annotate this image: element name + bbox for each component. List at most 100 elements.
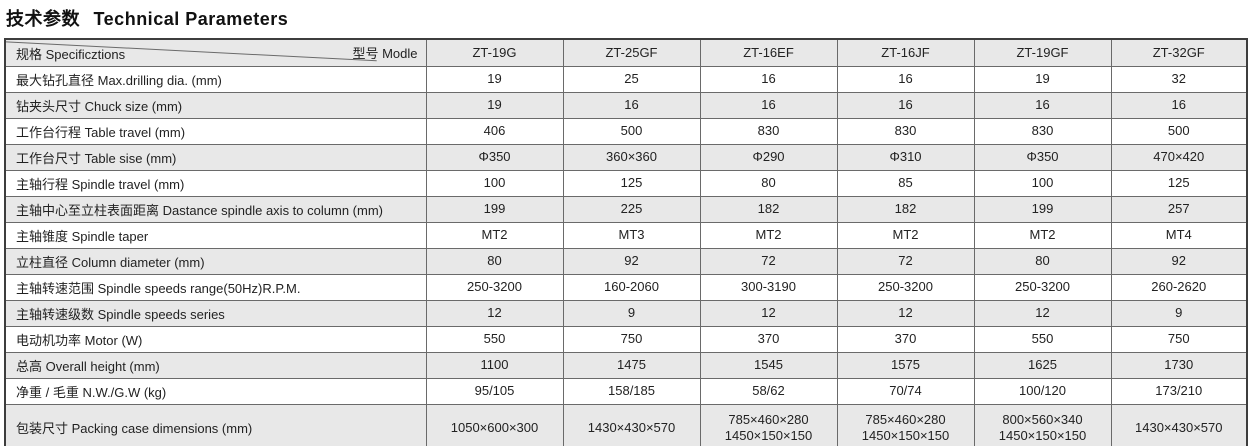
model-column-header: ZT-16EF <box>699 38 838 67</box>
value-cell: 1575 <box>836 351 975 379</box>
value-cell: 16 <box>836 65 975 93</box>
page-title: 技术参数 Technical Parameters <box>0 0 1250 38</box>
value-cell: 100/120 <box>973 377 1112 405</box>
value-cell: 25 <box>562 65 701 93</box>
table-row: 主轴行程 Spindle travel (mm) 100 125 80 85 100 125 <box>4 169 1248 197</box>
table-row: 立柱直径 Column diameter (mm) 80 92 72 72 80 92 <box>4 247 1248 275</box>
value-cell: 85 <box>836 169 975 197</box>
value-cell: 16 <box>562 91 701 119</box>
value-cell: 95/105 <box>425 377 564 405</box>
value-cell: MT4 <box>1110 221 1248 249</box>
value-cell: 16 <box>973 91 1112 119</box>
value-cell: 1475 <box>562 351 701 379</box>
table-row: 工作台尺寸 Table sise (mm) Φ350 360×360 Φ290 Φ310… <box>4 143 1248 171</box>
value-cell: 199 <box>973 195 1112 223</box>
value-cell: 1050×600×300 <box>425 403 564 446</box>
row-label: 最大钻孔直径 Max.drilling dia. (mm) <box>4 65 427 93</box>
value-cell: MT3 <box>562 221 701 249</box>
table-row: 总高 Overall height (mm) 1100 1475 1545 1575 16… <box>4 351 1248 379</box>
model-column-header: ZT-19G <box>425 38 564 67</box>
value-cell: 125 <box>1110 169 1248 197</box>
spec-header-label: 规格 Specificztions <box>16 46 126 62</box>
value-cell: 360×360 <box>562 143 701 171</box>
value-cell: 370 <box>699 325 838 353</box>
value-cell: 225 <box>562 195 701 223</box>
value-cell: 12 <box>425 299 564 327</box>
value-cell: 32 <box>1110 65 1248 93</box>
table-body: 最大钻孔直径 Max.drilling dia. (mm) 19 25 16 16 19 3… <box>4 65 1248 446</box>
row-label: 立柱直径 Column diameter (mm) <box>4 247 427 275</box>
value-cell: 16 <box>836 91 975 119</box>
value-cell: 1730 <box>1110 351 1248 379</box>
value-cell: 785×460×280 1450×150×150 <box>699 403 838 446</box>
table-row: 工作台行程 Table travel (mm) 406 500 830 830 830 50… <box>4 117 1248 145</box>
page-title-zh: 技术参数 <box>6 9 80 29</box>
value-cell: 830 <box>836 117 975 145</box>
value-cell: 1625 <box>973 351 1112 379</box>
value-cell: MT2 <box>973 221 1112 249</box>
value-cell: 785×460×280 1450×150×150 <box>836 403 975 446</box>
table-row: 主轴中心至立柱表面距离 Dastance spindle axis to col… <box>4 195 1248 223</box>
value-cell: 12 <box>973 299 1112 327</box>
value-cell: Φ350 <box>973 143 1112 171</box>
row-label: 包装尺寸 Packing case dimensions (mm) <box>4 403 427 446</box>
row-label: 钻夹头尺寸 Chuck size (mm) <box>4 91 427 119</box>
value-cell: 100 <box>425 169 564 197</box>
value-cell: MT2 <box>425 221 564 249</box>
row-label: 总高 Overall height (mm) <box>4 351 427 379</box>
model-column-header: ZT-19GF <box>973 38 1112 67</box>
value-cell: 750 <box>1110 325 1248 353</box>
value-cell: 9 <box>1110 299 1248 327</box>
value-cell: MT2 <box>836 221 975 249</box>
table-row: 净重 / 毛重 N.W./G.W (kg) 95/105 158/185 58/62 7… <box>4 377 1248 405</box>
table-row: 电动机功率 Motor (W) 550 750 370 370 550 750 <box>4 325 1248 353</box>
value-cell: 830 <box>699 117 838 145</box>
model-header-label: 型号 Modle <box>352 46 418 61</box>
value-cell: 199 <box>425 195 564 223</box>
value-cell: 70/74 <box>836 377 975 405</box>
spec-model-header-cell: 规格 Specificztions 型号 Modle <box>4 38 427 67</box>
value-cell: 173/210 <box>1110 377 1248 405</box>
value-cell: 257 <box>1110 195 1248 223</box>
value-cell: 19 <box>425 65 564 93</box>
diagonal-divider <box>6 40 426 66</box>
value-cell: 58/62 <box>699 377 838 405</box>
model-column-header: ZT-25GF <box>562 38 701 67</box>
value-cell: 550 <box>973 325 1112 353</box>
value-cell: 16 <box>1110 91 1248 119</box>
technical-parameters-table: 规格 Specificztions 型号 Modle ZT-19G ZT-25GF… <box>4 38 1248 446</box>
value-cell: 12 <box>836 299 975 327</box>
row-label: 主轴中心至立柱表面距离 Dastance spindle axis to col… <box>4 195 427 223</box>
value-cell: 260-2620 <box>1110 273 1248 301</box>
value-cell: 1430×430×570 <box>1110 403 1248 446</box>
value-cell: 80 <box>425 247 564 275</box>
value-cell: 300-3190 <box>699 273 838 301</box>
value-cell: 80 <box>699 169 838 197</box>
row-label: 电动机功率 Motor (W) <box>4 325 427 353</box>
value-cell: 370 <box>836 325 975 353</box>
value-cell: 80 <box>973 247 1112 275</box>
table-header-row: 规格 Specificztions 型号 Modle ZT-19G ZT-25GF… <box>4 38 1248 67</box>
value-cell: 250-3200 <box>425 273 564 301</box>
table-row: 包装尺寸 Packing case dimensions (mm) 1050×60… <box>4 403 1248 446</box>
value-cell: 16 <box>699 91 838 119</box>
value-cell: 158/185 <box>562 377 701 405</box>
value-cell: 160-2060 <box>562 273 701 301</box>
table-row: 钻夹头尺寸 Chuck size (mm) 19 16 16 16 16 16 <box>4 91 1248 119</box>
value-cell: 92 <box>1110 247 1248 275</box>
row-label: 净重 / 毛重 N.W./G.W (kg) <box>4 377 427 405</box>
value-cell: 72 <box>699 247 838 275</box>
row-label: 主轴锥度 Spindle taper <box>4 221 427 249</box>
value-cell: 1100 <box>425 351 564 379</box>
value-cell: 500 <box>1110 117 1248 145</box>
value-cell: 72 <box>836 247 975 275</box>
row-label: 工作台行程 Table travel (mm) <box>4 117 427 145</box>
value-cell: 12 <box>699 299 838 327</box>
table-row: 主轴转速级数 Spindle speeds series 12 9 12 12 12 9 <box>4 299 1248 327</box>
value-cell: 550 <box>425 325 564 353</box>
value-cell: 250-3200 <box>836 273 975 301</box>
value-cell: Φ310 <box>836 143 975 171</box>
table-row: 最大钻孔直径 Max.drilling dia. (mm) 19 25 16 16 19 3… <box>4 65 1248 93</box>
table-row: 主轴锥度 Spindle taper MT2 MT3 MT2 MT2 MT2 MT4 <box>4 221 1248 249</box>
